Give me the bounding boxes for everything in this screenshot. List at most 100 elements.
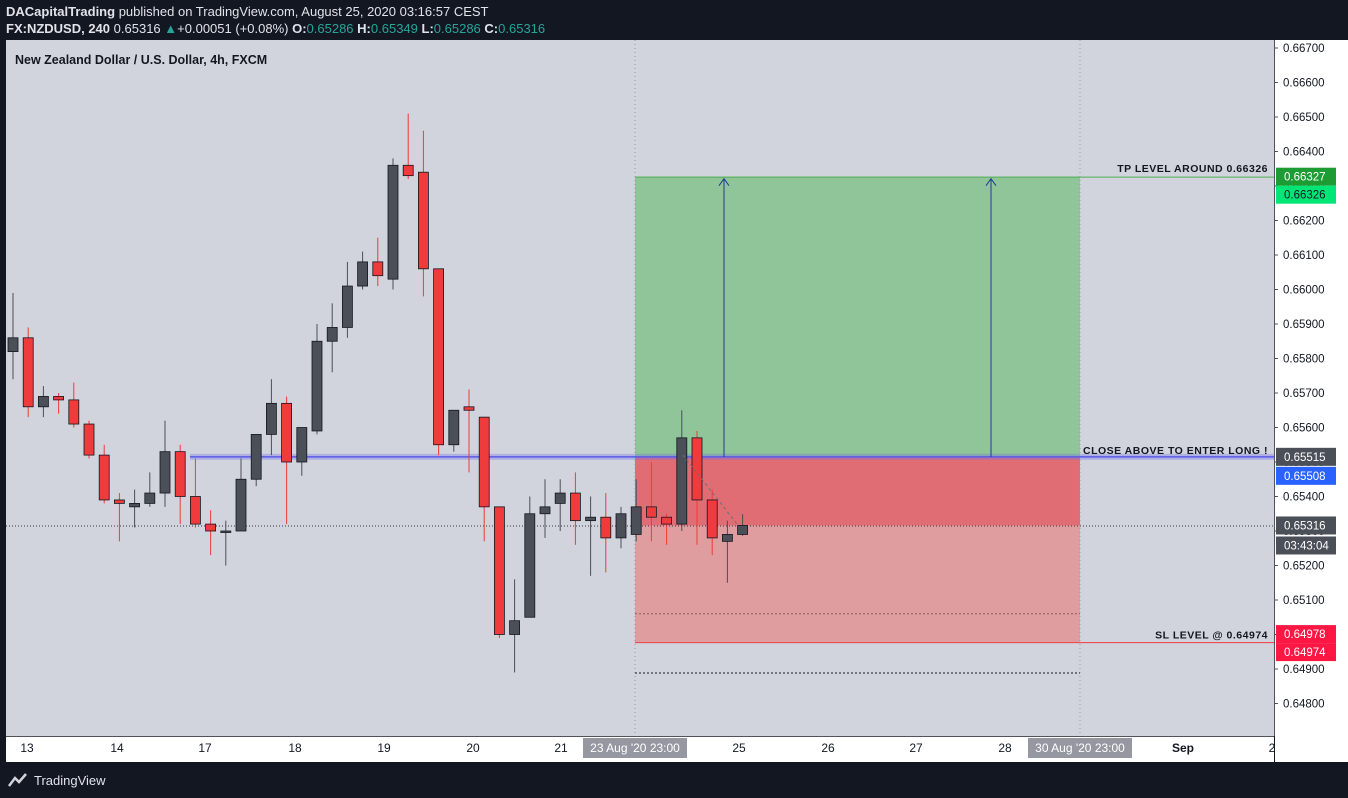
candle[interactable] <box>585 516 596 522</box>
candle[interactable] <box>205 523 217 532</box>
candle[interactable] <box>129 502 141 508</box>
candle[interactable] <box>615 513 627 539</box>
y-tick-label: 0.66500 <box>1283 112 1325 124</box>
price-change: +0.00051 (+0.08%) <box>177 21 289 36</box>
last-price: 0.65316 <box>113 21 161 36</box>
candle[interactable] <box>281 402 293 463</box>
candle[interactable] <box>235 478 247 532</box>
candle[interactable] <box>7 337 19 352</box>
author-name[interactable]: DACapitalTrading <box>6 4 116 19</box>
candle[interactable] <box>68 399 80 425</box>
tp-level-tag: 0.66326 <box>1284 190 1326 202</box>
candle[interactable] <box>524 513 536 618</box>
price-chart[interactable]: TP LEVEL AROUND 0.66326 CLOSE ABOVE TO EN… <box>0 40 1348 762</box>
candle[interactable] <box>570 492 581 522</box>
countdown-tag-bg <box>1276 536 1336 555</box>
candle[interactable] <box>296 427 308 463</box>
x-highlight-label: 23 Aug '20 23:00 <box>590 741 680 755</box>
candle[interactable] <box>722 534 733 542</box>
candle[interactable] <box>189 496 201 525</box>
sl-price-tag-bg <box>1276 625 1336 644</box>
current-price-tag: 0.65316 <box>1284 520 1326 532</box>
sl-price-tag: 0.64978 <box>1284 629 1326 641</box>
candle[interactable] <box>341 285 353 328</box>
annotation-label: TP LEVEL AROUND 0.66326 <box>1117 163 1268 175</box>
x-highlight-bg <box>1028 738 1132 758</box>
candle[interactable] <box>630 506 642 535</box>
candle[interactable] <box>326 327 338 342</box>
candle[interactable] <box>493 506 505 635</box>
y-tick-label: 0.66100 <box>1283 250 1325 262</box>
candle[interactable] <box>38 396 49 408</box>
candle[interactable] <box>387 164 399 280</box>
projection-line <box>682 454 738 525</box>
y-tick-label: 0.65900 <box>1283 319 1325 331</box>
low-label: L: <box>421 21 434 36</box>
candle[interactable] <box>53 396 64 401</box>
open-value: 0.65286 <box>306 21 354 36</box>
candle[interactable] <box>311 340 323 432</box>
x-highlight-label: 30 Aug '20 23:00 <box>1035 741 1125 755</box>
tp-price-tag: 0.66327 <box>1284 172 1326 184</box>
y-tick-label: 0.65200 <box>1283 561 1325 573</box>
countdown-tag: 03:43:04 <box>1284 540 1329 552</box>
candle[interactable] <box>433 268 445 446</box>
candle[interactable] <box>661 516 672 525</box>
x-tick-label: 13 <box>20 741 34 755</box>
candle[interactable] <box>509 620 521 635</box>
entry-price-tag: 0.65515 <box>1284 452 1326 464</box>
candle[interactable] <box>402 164 414 177</box>
x-tick-label: 18 <box>288 741 302 755</box>
tradingview-logo[interactable]: TradingView <box>8 770 106 790</box>
x-tick-label: Sep <box>1172 741 1194 755</box>
candle[interactable] <box>463 406 475 411</box>
arrow-up-1-head <box>718 177 730 186</box>
x-tick-label: 25 <box>732 741 746 755</box>
candle[interactable] <box>98 454 110 501</box>
high-label: H: <box>357 21 371 36</box>
candle[interactable] <box>83 423 95 456</box>
candle[interactable] <box>600 516 612 539</box>
y-tick-label: 0.64900 <box>1283 664 1325 676</box>
candle[interactable] <box>159 451 171 494</box>
entry-level-tag: 0.65508 <box>1284 471 1326 483</box>
candle[interactable] <box>554 492 566 504</box>
candle[interactable] <box>417 171 429 270</box>
candle[interactable] <box>737 525 748 535</box>
candle[interactable] <box>691 437 703 501</box>
symbol-label[interactable]: FX:NZDUSD, 240 <box>6 21 111 36</box>
candle[interactable] <box>250 433 262 480</box>
y-tick-label: 0.64800 <box>1283 699 1325 711</box>
candle[interactable] <box>265 402 277 435</box>
candle[interactable] <box>357 261 369 287</box>
candle[interactable] <box>220 530 232 533</box>
close-value: 0.65316 <box>498 21 546 36</box>
x-tick-label: 2 <box>1269 741 1276 755</box>
candle[interactable] <box>174 451 186 497</box>
x-tick-label: 17 <box>198 741 212 755</box>
tp-price-tag-bg <box>1276 167 1336 186</box>
candle[interactable] <box>448 409 460 446</box>
target-zone[interactable] <box>635 176 1080 457</box>
y-tick-label: 0.66600 <box>1283 78 1325 90</box>
candle[interactable] <box>676 437 688 525</box>
candle[interactable] <box>706 499 718 539</box>
ohlc-legend: FX:NZDUSD, 240 0.65316 ▲+0.00051 (+0.08%… <box>6 21 545 39</box>
y-tick-label: 0.66400 <box>1283 147 1325 159</box>
stop-zone[interactable] <box>635 525 1080 643</box>
candle[interactable] <box>646 506 657 518</box>
candle[interactable] <box>539 506 551 515</box>
candle[interactable] <box>478 416 490 508</box>
x-tick-label: 27 <box>909 741 923 755</box>
high-value: 0.65349 <box>370 21 418 36</box>
candle[interactable] <box>372 261 384 277</box>
candle[interactable] <box>144 492 156 504</box>
candle[interactable] <box>22 337 34 408</box>
y-tick-label: 0.66000 <box>1283 285 1325 297</box>
brand-name: TradingView <box>34 772 106 788</box>
y-tick-label: 0.66700 <box>1283 43 1325 55</box>
x-tick-label: 20 <box>466 741 480 755</box>
y-tick-label: 0.65800 <box>1283 354 1325 366</box>
x-tick-label: 19 <box>377 741 391 755</box>
candle[interactable] <box>114 499 125 504</box>
